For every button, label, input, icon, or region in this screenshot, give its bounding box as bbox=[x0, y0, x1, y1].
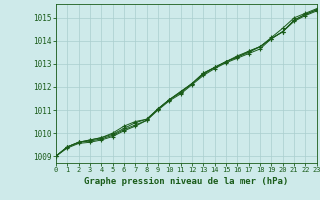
X-axis label: Graphe pression niveau de la mer (hPa): Graphe pression niveau de la mer (hPa) bbox=[84, 177, 289, 186]
